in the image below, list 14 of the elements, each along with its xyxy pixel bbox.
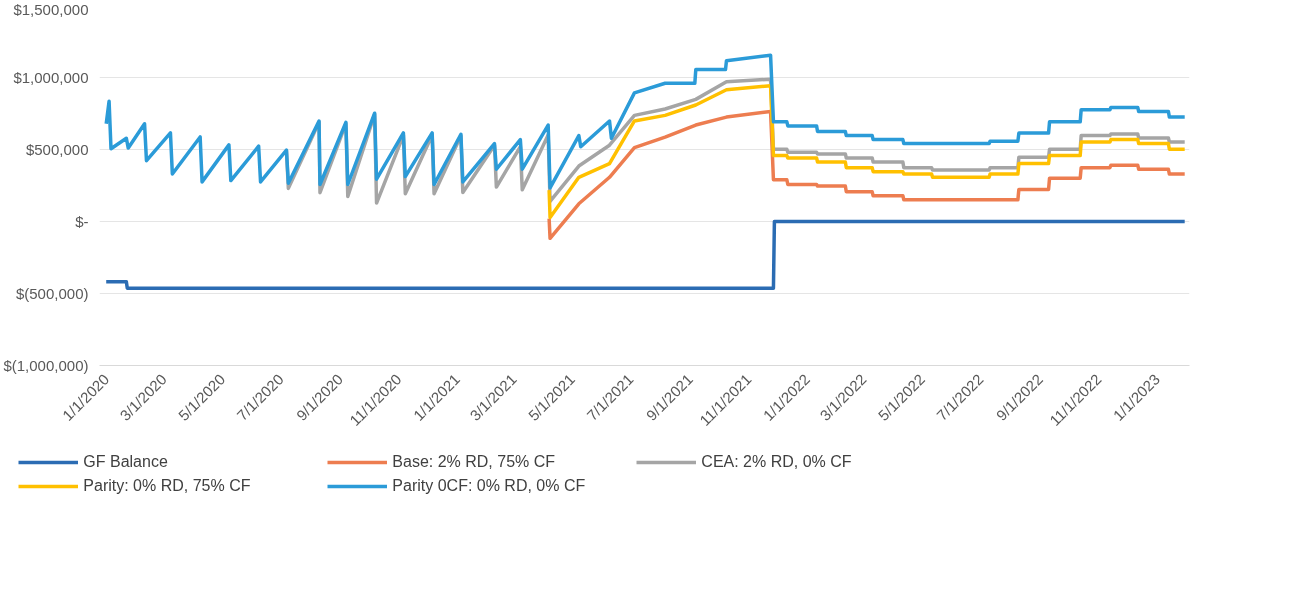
y-tick-label: $1,500,000 [13,0,89,18]
legend-label: Base: 2% RD, 75% CF [392,453,557,471]
legend-label: Parity: 0% RD, 75% CF [83,477,252,495]
legend-label: CEA: 2% RD, 0% CF [701,453,853,471]
line-series [547,109,1187,241]
y-tick-label: $(500,000) [15,285,89,302]
legend-label: GF Balance [83,453,169,471]
line-series [547,83,1187,220]
y-tick-label: $500,000 [25,141,89,158]
y-tick-label: $- [75,213,89,230]
y-tick-label: $(1,000,000) [3,357,89,374]
line-series [104,53,1187,190]
y-tick-label: $1,000,000 [13,69,89,86]
legend-label: Parity 0CF: 0% RD, 0% CF [392,477,587,495]
